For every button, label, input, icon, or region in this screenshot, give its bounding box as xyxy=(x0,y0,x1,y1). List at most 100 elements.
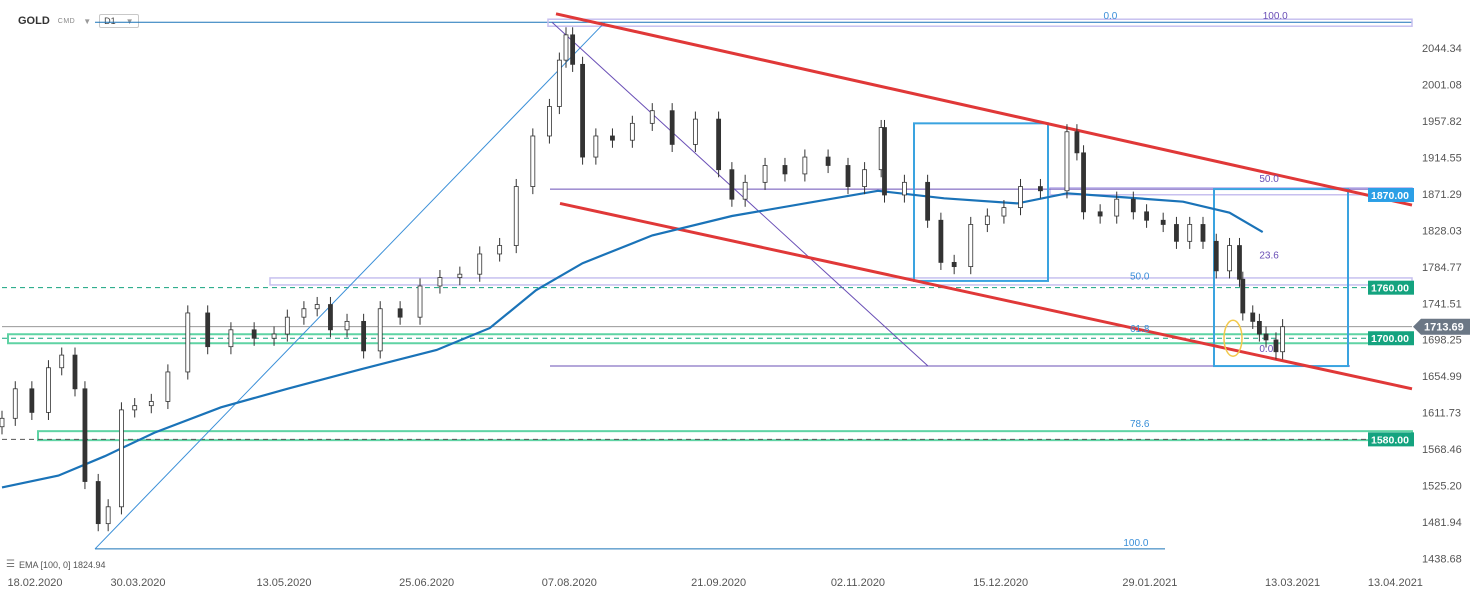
indicator-menu-icon[interactable]: ☰ xyxy=(6,559,15,570)
highlight-ellipse xyxy=(1223,319,1243,357)
candle-body xyxy=(782,165,788,175)
candle-body xyxy=(284,316,290,335)
fib-label: 23.6 xyxy=(1259,251,1279,262)
candle-body xyxy=(1280,326,1286,353)
candle-body xyxy=(1200,224,1206,242)
candle-body xyxy=(1273,339,1279,353)
candle-body xyxy=(742,181,748,200)
candle-body xyxy=(314,304,320,310)
timeframe-value: D1 xyxy=(104,16,116,26)
timeframe-select[interactable]: D1 ▼ xyxy=(99,14,139,28)
candle-body xyxy=(951,261,957,268)
price-tag-label: 1700.00 xyxy=(1371,333,1409,345)
candle-body xyxy=(825,156,831,166)
candle-body xyxy=(938,219,944,263)
candle-body xyxy=(185,312,191,373)
candle-body xyxy=(105,506,111,525)
symbol-dropdown-icon[interactable]: ▼ xyxy=(83,16,92,26)
candle-body xyxy=(845,165,851,187)
candle-body xyxy=(46,367,51,413)
candle-body xyxy=(457,273,463,278)
y-tick-label: 1914.55 xyxy=(1422,152,1462,164)
fib-label: 61.8 xyxy=(1130,324,1150,335)
projection-box xyxy=(1213,188,1349,368)
fib-label: 100.0 xyxy=(1123,538,1148,549)
fib-label: 78.6 xyxy=(1130,419,1150,430)
candle-body xyxy=(716,118,722,171)
candle-body xyxy=(361,320,367,352)
candle-body xyxy=(417,285,423,318)
x-tick-label: 21.09.2020 xyxy=(691,577,746,589)
consolidation-box xyxy=(913,122,1049,282)
symbol-name[interactable]: GOLD xyxy=(18,15,50,27)
x-tick-label: 30.03.2020 xyxy=(110,577,165,589)
y-tick-label: 1698.25 xyxy=(1422,335,1462,347)
channel-upper-line xyxy=(555,12,1413,207)
candle-body xyxy=(377,308,383,352)
y-tick-label: 1828.03 xyxy=(1422,225,1462,237)
candle-body xyxy=(563,34,569,61)
ema-legend[interactable]: ☰ EMA [100, 0] 1824.94 xyxy=(6,559,106,570)
x-tick-label: 13.05.2020 xyxy=(256,577,311,589)
candle-body xyxy=(1250,312,1256,322)
candle-body xyxy=(1074,131,1080,154)
candle-body xyxy=(1114,198,1120,217)
candle-body xyxy=(82,388,88,482)
candle-body xyxy=(1160,219,1166,225)
y-tick-label: 1871.29 xyxy=(1422,189,1462,201)
candle-body xyxy=(513,186,519,246)
fib-label: 0.0 xyxy=(1103,11,1117,22)
y-tick-label: 1438.68 xyxy=(1422,553,1462,565)
price-tag-label: 1760.00 xyxy=(1371,283,1409,295)
fib-retracement-line xyxy=(94,21,606,550)
candle-body xyxy=(132,405,138,411)
x-tick-label: 29.01.2021 xyxy=(1122,577,1177,589)
candle-body xyxy=(1227,245,1232,272)
price-tag-label: 1870.00 xyxy=(1371,190,1409,202)
y-tick-label: 1568.46 xyxy=(1422,444,1462,456)
candle-body xyxy=(344,320,350,331)
candle-body xyxy=(477,253,483,275)
y-tick-label: 1611.73 xyxy=(1422,408,1461,420)
candle-body xyxy=(1038,186,1043,192)
candle-body xyxy=(1213,240,1219,272)
candle-body xyxy=(984,215,990,225)
candle-body xyxy=(1081,152,1086,213)
candle-body xyxy=(1064,131,1070,192)
candles-group xyxy=(0,27,1286,532)
y-tick-label: 1784.77 xyxy=(1422,262,1462,274)
candle-body xyxy=(228,329,234,348)
candle-body xyxy=(119,409,124,508)
level-tag xyxy=(1368,432,1414,447)
candle-body xyxy=(271,333,277,339)
x-tick-label: 13.03.2021 xyxy=(1265,577,1320,589)
candle-body xyxy=(148,401,154,407)
candle-body xyxy=(968,224,974,268)
y-tick-label: 2044.34 xyxy=(1422,43,1462,55)
candle-body xyxy=(762,165,768,183)
x-tick-label: 13.04.2021 xyxy=(1368,577,1423,589)
x-tick-label: 15.12.2020 xyxy=(973,577,1028,589)
candle-body xyxy=(925,181,931,221)
candle-body xyxy=(0,417,5,428)
candle-body xyxy=(497,245,503,255)
fib-label: 50.0 xyxy=(1259,174,1279,185)
candle-body xyxy=(1130,198,1136,213)
candle-body xyxy=(165,371,171,402)
candle-body xyxy=(649,110,655,124)
fib-extension-line xyxy=(551,21,929,367)
fib-label: 100.0 xyxy=(1263,11,1288,22)
candle-body xyxy=(251,329,257,339)
support-zone-1580 xyxy=(37,430,1413,442)
ema-legend-text: EMA [100, 0] 1824.94 xyxy=(18,559,106,570)
candle-body xyxy=(882,127,887,196)
candle-body xyxy=(328,304,333,331)
candle-body xyxy=(1144,211,1149,221)
level-tag xyxy=(1368,280,1414,295)
candle-body xyxy=(1174,224,1179,242)
chart-header: GOLD CMD ▼ D1 ▼ xyxy=(18,14,139,28)
candle-body xyxy=(1240,278,1246,314)
candle-body xyxy=(862,169,867,187)
